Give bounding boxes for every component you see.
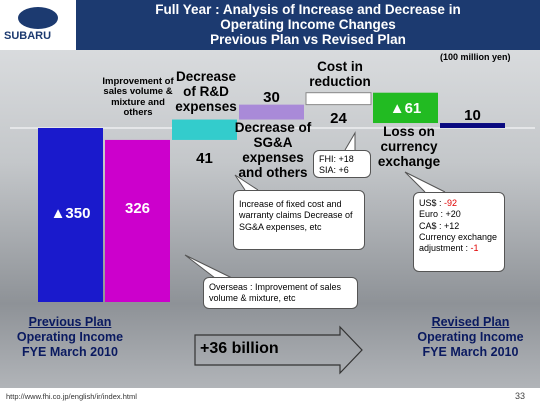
footer-url: http://www.fhi.co.jp/english/ir/index.ht… (6, 392, 137, 401)
currency-row: Euro : +20 (419, 209, 499, 220)
value-label: 30 (263, 89, 280, 106)
header-title: Full Year : Analysis of Increase and Dec… (76, 2, 540, 47)
value-label: 41 (196, 150, 213, 167)
logo-text: SUBARU (4, 30, 52, 42)
callout-pointer (184, 254, 233, 279)
plan-line: FYE March 2010 (22, 345, 118, 359)
bar (305, 92, 372, 106)
category-label: Decrease of R&D expenses (175, 69, 237, 114)
currency-row: CA$ : +12 (419, 221, 499, 232)
difference-label: +36 billion (200, 340, 279, 357)
plan-line: FYE March 2010 (422, 345, 519, 359)
value-label: ▲61 (389, 100, 422, 117)
title-line: Previous Plan vs Revised Plan (210, 32, 406, 47)
category-label: Improvement of sales volume & mixture an… (102, 76, 174, 119)
category-label: Loss on currency exchange (377, 124, 441, 169)
logo-mark (18, 7, 58, 29)
currency-row: Currency exchange adjustment : -1 (419, 232, 499, 255)
callout-pointer (234, 174, 259, 191)
currency-value: -92 (444, 198, 458, 208)
currency-value: -1 (470, 243, 479, 253)
callout: FHI: +18 SIA: +6 (313, 150, 371, 178)
currency-row: US$ : -92 (419, 198, 499, 209)
currency-label: CA$ : (419, 220, 445, 231)
value-label: 24 (330, 110, 347, 127)
callout-pointer (404, 171, 446, 193)
bar (373, 92, 438, 124)
currency-label: Currency exchange adjustment : (419, 231, 498, 253)
footer-bar (0, 388, 540, 405)
plan-line: Operating Income (417, 330, 524, 344)
currency-label: Euro : (419, 209, 446, 220)
plan-title: Revised Plan (431, 315, 510, 329)
previous-plan: Previous Plan Operating Income FYE March… (10, 315, 130, 360)
callout-line: FHI: +18 (319, 154, 354, 164)
category-label: Decrease of SG&A expenses and others (234, 120, 312, 180)
callout: Overseas : Improvement of sales volume &… (203, 277, 358, 309)
unit-label: (100 million yen) (440, 52, 511, 62)
callout-line: SIA: +6 (319, 165, 349, 176)
currency-callout: US$ : -92 Euro : +20 CA$ : +12 Currency exc… (413, 192, 505, 272)
difference-arrow (194, 325, 363, 375)
title-line: Full Year : Analysis of Increase and Dec… (155, 2, 461, 17)
header-bar (76, 0, 540, 50)
title-line: Operating Income Changes (220, 17, 396, 32)
revised-plan: Revised Plan Operating Income FYE March … (408, 315, 533, 360)
currency-label: US$ : (419, 198, 445, 208)
value-label: ▲350 (50, 205, 91, 222)
value-label: 326 (124, 200, 151, 217)
plan-line: Operating Income (16, 330, 124, 344)
bar (440, 123, 505, 128)
value-label: 10 (464, 107, 481, 124)
bar (172, 119, 237, 140)
bar (38, 128, 103, 302)
category-label: Cost in reduction (309, 59, 371, 89)
currency-value: +20 (445, 209, 461, 220)
bar (239, 104, 304, 120)
plan-title: Previous Plan (28, 315, 112, 329)
page-number: 33 (515, 391, 526, 401)
currency-value: +12 (444, 220, 460, 231)
callout: Increase of fixed cost and warranty clai… (233, 190, 365, 250)
callout-pointer (344, 131, 356, 151)
bar (105, 139, 170, 302)
